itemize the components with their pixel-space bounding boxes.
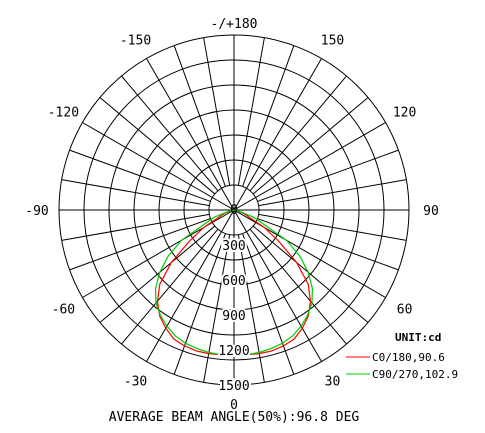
legend: UNIT:cd C0/180,90.6 C90/270,102.9 xyxy=(346,331,458,381)
intensity-curves xyxy=(154,209,314,356)
angle-tick-label: 30 xyxy=(325,375,341,390)
grid-spoke xyxy=(237,37,265,186)
grid-spoke xyxy=(252,97,369,195)
grid-spoke xyxy=(61,213,210,241)
legend-entry-c0: C0/180,90.6 xyxy=(372,351,445,364)
grid-spoke xyxy=(258,179,407,207)
grid-spoke xyxy=(242,233,295,375)
grid-spoke xyxy=(121,75,219,192)
grid-spoke xyxy=(173,233,226,375)
grid-spoke xyxy=(249,75,347,192)
radial-tick-label: 600 xyxy=(222,274,245,289)
grid-spoke xyxy=(233,58,322,211)
grid-spoke xyxy=(146,209,235,362)
radial-tick-label: 0 xyxy=(230,203,238,218)
beam-angle-footer: AVERAGE BEAM ANGLE(50%):96.8 DEG xyxy=(109,410,360,425)
grid-spoke xyxy=(258,213,407,241)
radial-tick-label: 1200 xyxy=(218,344,249,359)
grid-spoke xyxy=(233,209,322,362)
grid-spoke xyxy=(257,218,399,271)
grid-spoke xyxy=(203,37,231,186)
grid-spoke xyxy=(61,179,210,207)
grid-spoke xyxy=(242,45,295,187)
series-curve-1 xyxy=(154,209,314,356)
angle-tick-label: 60 xyxy=(397,303,413,318)
legend-entry-c90: C90/270,102.9 xyxy=(372,368,458,381)
angle-tick-label: 120 xyxy=(393,106,416,121)
polar-grid xyxy=(58,34,410,386)
angle-tick-label: 90 xyxy=(423,204,439,219)
grid-spoke xyxy=(99,225,216,323)
grid-spoke xyxy=(257,149,399,202)
angle-tick-label: 0 xyxy=(230,398,238,413)
angle-tick-label: -30 xyxy=(124,375,147,390)
grid-spoke xyxy=(69,149,211,202)
grid-spoke xyxy=(252,225,369,323)
grid-spoke xyxy=(203,234,231,383)
grid-spoke xyxy=(146,58,235,211)
grid-spoke xyxy=(233,122,386,211)
radial-tick-labels: 0 300 600 900 1200 1500 xyxy=(216,203,251,396)
grid-spoke xyxy=(69,218,211,271)
grid-spoke xyxy=(121,228,219,345)
radial-tick-label: 1500 xyxy=(218,379,249,394)
radial-tick-label: 900 xyxy=(222,309,245,324)
angle-tick-label: -120 xyxy=(48,106,79,121)
grid-spoke xyxy=(82,122,235,211)
unit-label: UNIT:cd xyxy=(395,331,441,344)
radial-tick-label: 300 xyxy=(222,239,245,254)
angle-tick-label: -60 xyxy=(52,303,75,318)
grid-spoke xyxy=(173,45,226,187)
grid-spoke xyxy=(99,97,216,195)
grid-spoke xyxy=(237,234,265,383)
angle-tick-label: -90 xyxy=(25,204,48,219)
angle-tick-label: -/+180 xyxy=(211,17,258,32)
grid-spoke xyxy=(249,228,347,345)
angle-tick-label: -150 xyxy=(120,33,151,48)
angle-tick-label: 150 xyxy=(321,33,344,48)
